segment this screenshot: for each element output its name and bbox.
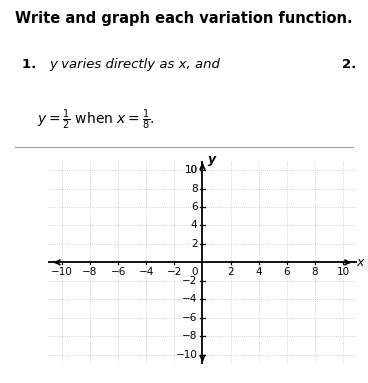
Text: 1.: 1. (22, 58, 41, 71)
Text: 10: 10 (336, 267, 350, 277)
Text: 8: 8 (311, 267, 318, 277)
Text: y varies directly as x, and: y varies directly as x, and (50, 58, 220, 71)
Text: $y = \frac{1}{2}$ when $x = \frac{1}{8}$.: $y = \frac{1}{2}$ when $x = \frac{1}{8}$… (37, 107, 155, 132)
Text: Write and graph each variation function.: Write and graph each variation function. (15, 11, 352, 26)
Text: 2.: 2. (342, 58, 357, 71)
Text: −6: −6 (110, 267, 126, 277)
Text: −8: −8 (182, 331, 198, 341)
Text: 10: 10 (184, 165, 198, 175)
Text: −2: −2 (167, 267, 182, 277)
Text: x: x (356, 256, 364, 269)
Text: 8: 8 (191, 183, 198, 193)
Text: 6: 6 (283, 267, 290, 277)
Text: 6: 6 (191, 202, 198, 212)
Text: y: y (208, 154, 216, 167)
Text: 2: 2 (227, 267, 234, 277)
Text: −6: −6 (182, 313, 198, 323)
Text: −8: −8 (82, 267, 98, 277)
Text: 4: 4 (255, 267, 262, 277)
Text: −4: −4 (182, 294, 198, 304)
Text: −2: −2 (182, 276, 198, 286)
Text: 4: 4 (191, 221, 198, 231)
Text: −10: −10 (176, 350, 198, 360)
Text: −10: −10 (51, 267, 73, 277)
Text: 0: 0 (191, 267, 198, 277)
Text: 2: 2 (191, 239, 198, 249)
Text: 10: 10 (184, 165, 198, 175)
Text: −4: −4 (138, 267, 154, 277)
